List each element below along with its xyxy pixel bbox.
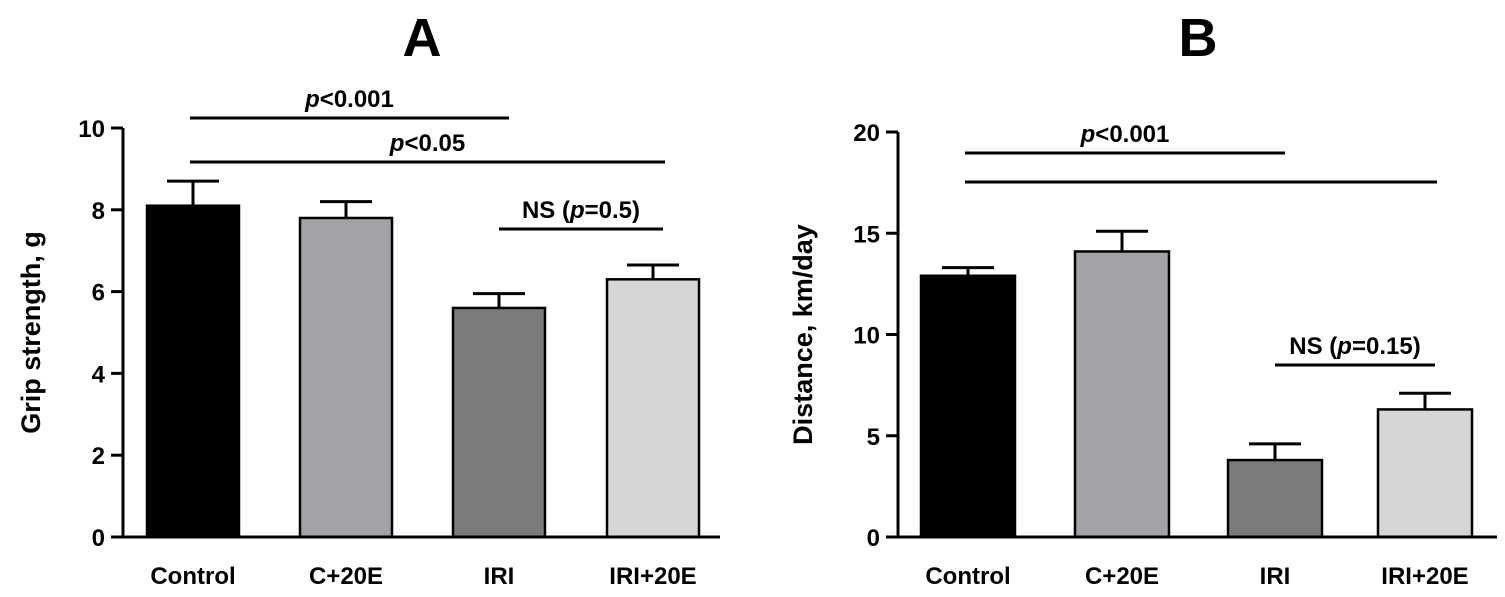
significance-p: p [1336,333,1352,360]
y-tick-label: 5 [867,424,880,451]
significance-prefix: NS ( [522,197,570,224]
y-tick-label: 10 [853,323,880,350]
bar-control [145,204,241,539]
y-tick-label: 0 [867,525,880,552]
y-tick-label: 2 [92,443,105,470]
x-tick-label: Control [925,563,1010,590]
panel-b: B Distance, km/day 0 5 10 15 20 Control C+20E IRI… [788,8,1497,590]
chart-title: A [403,8,442,68]
significance-rest: =0.15 [1352,333,1413,360]
bar-control [919,274,1017,539]
x-tick-label: Control [150,563,235,590]
y-tick-label: 10 [78,116,105,143]
significance-label: NS (p=0.15) [1289,333,1420,360]
x-tick-label: C+20E [309,563,383,590]
y-axis-label: Distance, km/day [788,224,818,445]
panel-a: A Grip strength, g 0 2 4 6 8 10 Control C+20E IRI I… [16,8,720,590]
significance-label: NS (p=0.5) [522,197,640,224]
y-tick-label: 20 [853,120,880,147]
x-tick-label: IRI [484,563,515,590]
y-tick-label: 8 [92,198,105,225]
x-tick-label: IRI+20E [609,563,696,590]
chart-title: B [1179,8,1218,68]
significance-label: p<0.001 [304,86,394,113]
bar-iri-20e [605,278,701,539]
bar-iri [451,306,547,539]
bar-iri-20e [1376,408,1474,539]
significance-rest: <0.001 [320,86,394,113]
x-tick-label: IRI [1260,563,1291,590]
significance-label: p<0.05 [389,130,465,157]
significance-prefix: NS ( [1289,333,1337,360]
significance-rest: <0.001 [1095,121,1169,148]
x-tick-label: IRI+20E [1381,563,1468,590]
significance-rest: <0.05 [404,130,465,157]
y-tick-label: 4 [92,361,106,388]
y-tick-label: 6 [92,280,105,307]
y-tick-label: 0 [92,525,105,552]
significance-p: p [389,130,405,157]
x-tick-label: C+20E [1085,563,1159,590]
significance-rest: =0.5 [585,197,632,224]
significance-p: p [569,197,585,224]
bar-c-20e [298,216,394,539]
y-axis-label: Grip strength, g [16,231,46,434]
y-tick-label: 15 [853,221,880,248]
significance-label: p<0.001 [1080,121,1170,148]
significance-p: p [1080,121,1096,148]
significance-suffix: ) [1413,333,1421,360]
bar-c-20e [1073,250,1171,539]
bar-iri [1226,458,1324,539]
significance-suffix: ) [632,197,640,224]
significance-p: p [304,86,320,113]
